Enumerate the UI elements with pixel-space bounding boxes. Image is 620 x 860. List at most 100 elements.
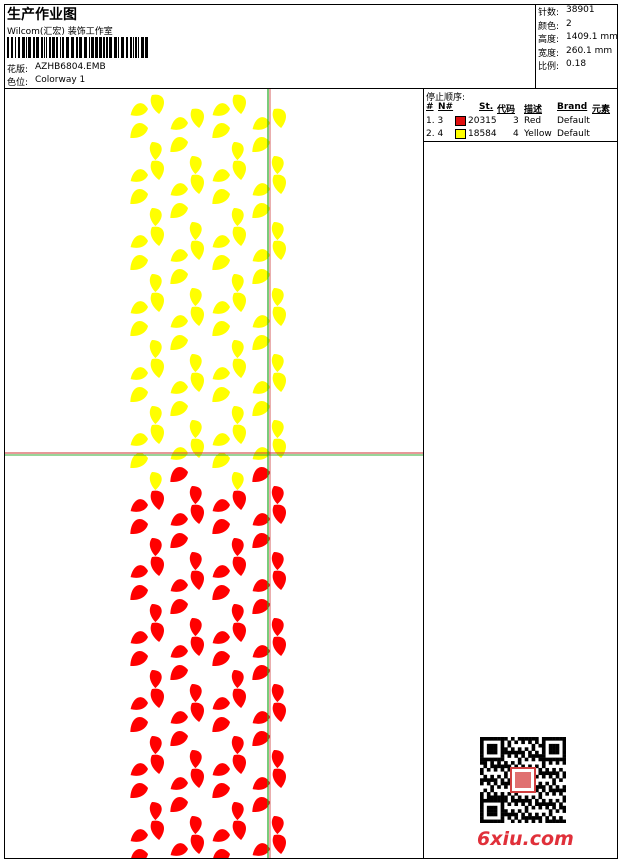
qr-module: [531, 754, 536, 758]
qr-module: [548, 750, 553, 755]
qr-module: [528, 816, 532, 820]
stitch-leaf: [170, 203, 188, 219]
qr-module: [504, 764, 508, 769]
qr-module: [480, 819, 484, 823]
stitch-leaf: [272, 240, 287, 260]
qr-module: [521, 764, 525, 769]
qr-module: [521, 812, 525, 817]
qr-module: [490, 743, 494, 748]
bar: [76, 37, 78, 58]
qr-module: [504, 750, 508, 755]
qr-module: [500, 805, 505, 810]
qr-module: [552, 805, 556, 810]
panel-divider: [423, 88, 424, 859]
qr-module: [490, 761, 494, 765]
qr-module: [548, 747, 553, 751]
stitch-leaf: [189, 287, 202, 307]
stitch-leaf: [170, 777, 188, 790]
qr-module: [541, 761, 546, 765]
qr-module: [552, 778, 556, 782]
stitch-leaf: [212, 169, 230, 182]
stitch-leaf: [150, 754, 165, 774]
qr-module: [535, 788, 539, 793]
stitch-leaf: [272, 306, 287, 326]
qr-module: [548, 819, 553, 823]
qr-module: [486, 809, 491, 813]
qr-module: [507, 778, 512, 782]
qr-module: [538, 785, 543, 789]
qr-module: [500, 778, 505, 782]
stitch-leaf: [252, 599, 270, 615]
qr-module: [493, 812, 498, 817]
qr-module: [490, 798, 494, 803]
qr-module: [524, 816, 529, 820]
qr-module: [514, 798, 519, 803]
qr-module: [514, 754, 519, 758]
stitch-leaf: [130, 367, 148, 380]
stitch-leaf: [232, 490, 247, 510]
qr-module: [517, 747, 522, 751]
qr-module: [548, 743, 553, 748]
qr-module: [483, 774, 488, 779]
qr-module: [483, 778, 488, 782]
stitch-leaf: [252, 797, 270, 813]
qr-module: [541, 740, 546, 745]
qr-module: [559, 737, 563, 741]
qr-module: [486, 781, 491, 786]
stitch-leaf: [150, 160, 165, 180]
qr-module: [528, 750, 532, 755]
bar: [28, 37, 31, 58]
stat-label: 针数:: [538, 8, 560, 18]
color-swatch: [455, 116, 466, 126]
bar: [95, 37, 98, 58]
qr-module: [545, 771, 549, 776]
bar: [18, 37, 20, 58]
qr-module: [535, 774, 539, 779]
stitch-leaf: [170, 665, 188, 681]
qr-module: [538, 819, 543, 823]
qr-module: [524, 819, 529, 823]
qr-module: [490, 812, 494, 817]
stitch-leaf: [130, 255, 148, 271]
qr-module: [548, 774, 553, 779]
stitch-leaf: [189, 617, 202, 637]
qr-module: [538, 795, 543, 800]
qr-module: [493, 805, 498, 810]
qr-module: [535, 740, 539, 745]
stitch-leaf: [130, 849, 148, 858]
bar: [109, 37, 112, 58]
stitch-leaf: [149, 405, 162, 425]
qr-module: [497, 764, 501, 769]
stitch-leaf: [232, 358, 247, 378]
qr-module: [548, 798, 553, 803]
qr-module: [541, 771, 546, 776]
qr-module: [562, 805, 566, 810]
qr-module: [514, 812, 519, 817]
qr-module: [480, 798, 484, 803]
qr-module: [521, 750, 525, 755]
stitch-leaf: [212, 301, 230, 314]
qr-module: [497, 785, 501, 789]
stitch-leaf: [150, 820, 165, 840]
stitch-leaf: [189, 551, 202, 571]
stitch-leaf: [232, 424, 247, 444]
qr-module: [555, 785, 560, 789]
stitch-leaf: [170, 579, 188, 592]
stitch-leaf: [231, 603, 244, 623]
qr-module: [521, 802, 525, 806]
qr-module: [486, 767, 491, 772]
qr-module: [517, 737, 522, 741]
stitch-leaf: [232, 292, 247, 312]
stitch-leaf: [170, 711, 188, 724]
qr-module: [552, 767, 556, 772]
stitch-leaf: [212, 103, 230, 116]
stitch-leaf: [130, 189, 148, 205]
brand: Default: [557, 116, 590, 126]
stitch-leaf: [150, 424, 165, 444]
stitch-leaf: [272, 372, 287, 392]
bar: [44, 37, 45, 58]
stitch-leaf: [130, 103, 148, 116]
stitch-leaf: [252, 447, 270, 460]
qr-module: [493, 737, 498, 741]
stitch-leaf: [130, 829, 148, 842]
